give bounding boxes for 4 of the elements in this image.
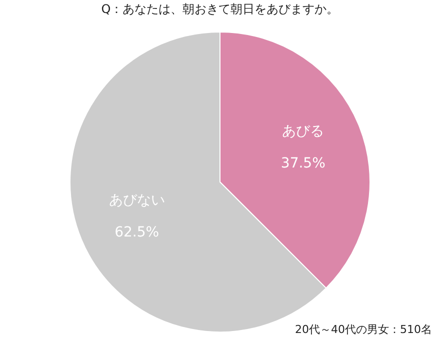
chart-title: Q：あなたは、朝おきて朝日をあびますか。: [101, 2, 339, 16]
slice-label: あびる: [282, 124, 324, 140]
data-label: 37.5%: [280, 156, 326, 172]
text: 20代～40代の男女：510名: [295, 323, 432, 336]
